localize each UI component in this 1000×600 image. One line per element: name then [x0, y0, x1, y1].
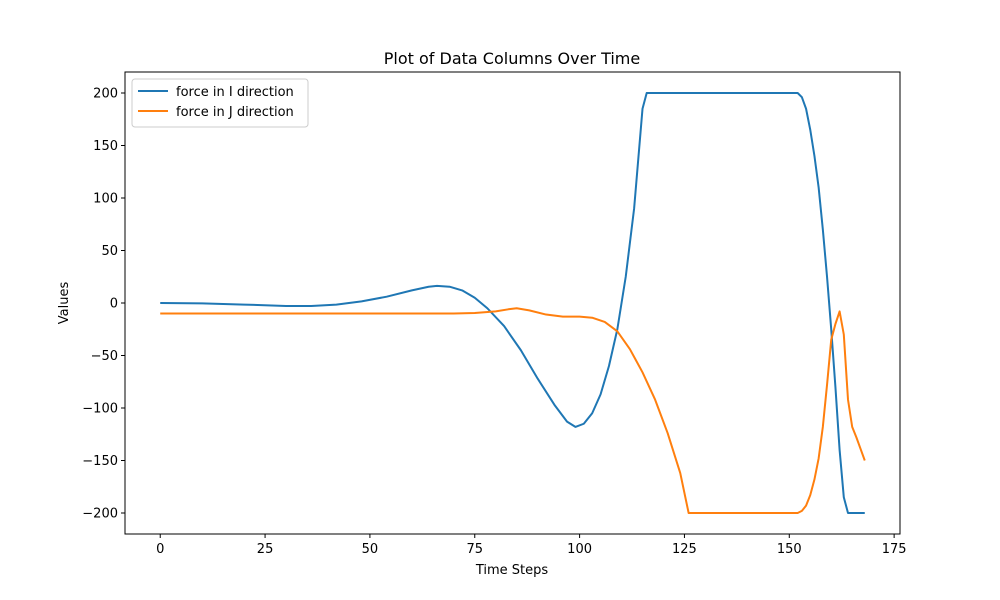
legend-label-force-i: force in I direction — [176, 85, 294, 100]
x-axis-title: Time Steps — [475, 563, 549, 578]
y-tick-label: −200 — [82, 507, 118, 522]
legend: force in I direction force in J directio… — [132, 79, 308, 127]
x-tick-label: 0 — [156, 542, 164, 557]
y-tick-label: −50 — [91, 349, 118, 364]
y-tick-label: −150 — [82, 454, 118, 469]
y-axis-title: Values — [57, 282, 72, 325]
x-tick-label: 100 — [567, 542, 592, 557]
y-tick-label: 200 — [93, 87, 118, 102]
x-tick-label: 150 — [777, 542, 802, 557]
x-tick-label: 125 — [672, 542, 697, 557]
y-tick-label: 50 — [101, 244, 118, 259]
legend-label-force-j: force in J direction — [176, 105, 294, 120]
x-tick-label: 25 — [257, 542, 274, 557]
y-tick-label: 150 — [93, 139, 118, 154]
x-tick-label: 75 — [466, 542, 483, 557]
y-tick-label: −100 — [82, 402, 118, 417]
chart-title: Plot of Data Columns Over Time — [384, 49, 640, 68]
y-tick-label: 100 — [93, 192, 118, 207]
y-tick-label: 0 — [110, 297, 118, 312]
x-tick-label: 175 — [882, 542, 907, 557]
x-tick-label: 50 — [362, 542, 379, 557]
